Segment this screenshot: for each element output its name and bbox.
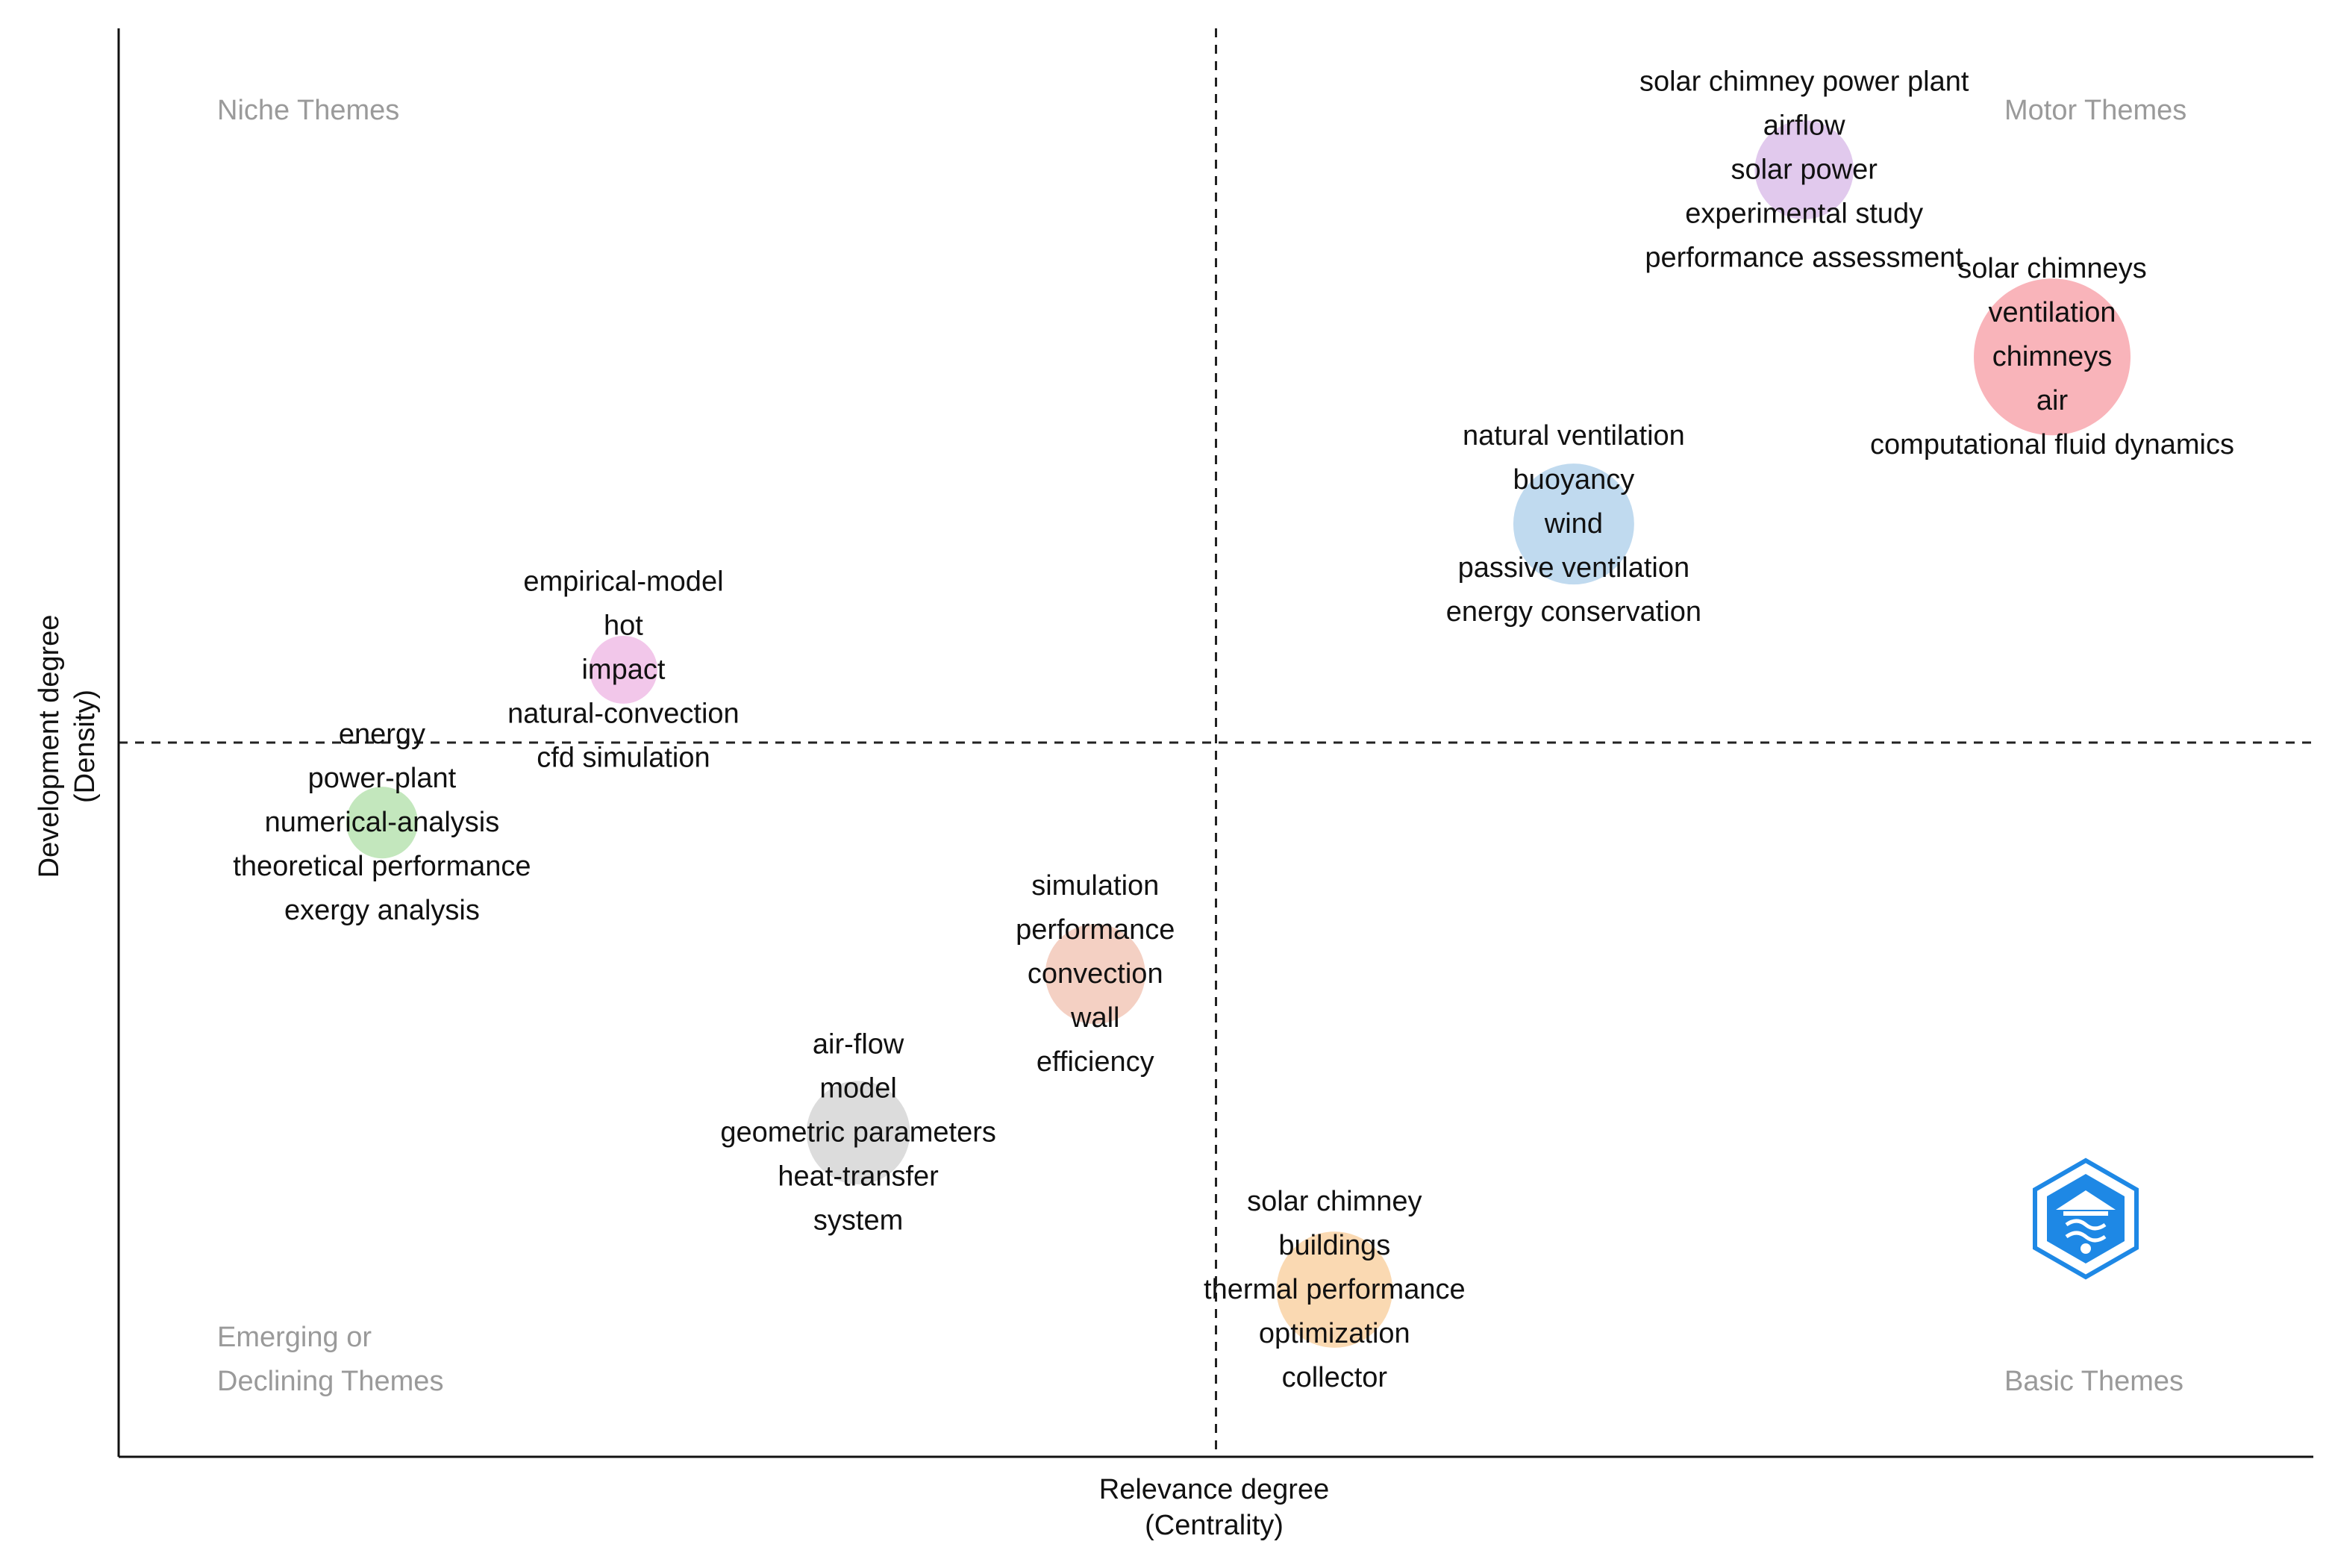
cluster-keyword-label: convection	[1028, 958, 1163, 990]
cluster-bubble-7	[1276, 1231, 1393, 1348]
publisher-logo-icon	[2033, 1158, 2139, 1280]
y-axis-subtitle: (Density)	[69, 690, 101, 803]
cluster-keyword-label: exergy analysis	[284, 895, 480, 926]
axes	[117, 28, 2313, 1458]
quadrant-label-emerging-line1: Emerging or	[217, 1322, 372, 1353]
cluster-keyword-label: solar chimney	[1247, 1186, 1422, 1217]
cluster-keyword-label: air-flow	[813, 1029, 904, 1061]
cluster-keyword-label: performance	[1016, 914, 1175, 946]
cluster-keyword-label: cfd simulation	[537, 742, 710, 773]
cluster-keyword-label: solar power	[1731, 154, 1878, 185]
cluster-bubble-5	[1045, 924, 1145, 1025]
cluster-keyword-label: performance assessment	[1645, 242, 1963, 273]
cluster-bubble-3	[589, 635, 657, 704]
cluster-bubble-2	[1513, 463, 1634, 585]
cluster-bubble-6	[806, 1081, 910, 1184]
cluster-keyword-label: numerical-analysis	[265, 807, 500, 838]
cluster-keyword-label: energy	[339, 719, 425, 750]
quadrant-label-motor: Motor Themes	[2004, 95, 2186, 126]
cluster-keyword-label: heat-transfer	[778, 1161, 939, 1193]
cluster-keyword-label: wind	[1544, 508, 1603, 540]
cluster-keyword-labels: solar chimney power plant airflow solar po…	[233, 66, 2234, 1393]
quadrant-label-emerging-line2: Declining Themes	[217, 1366, 443, 1397]
cluster-keyword-label: simulation	[1031, 870, 1159, 902]
cluster-keyword-label: energy conservation	[1446, 596, 1701, 628]
x-axis-title: Relevance degree	[1099, 1474, 1329, 1505]
quadrant-label-niche: Niche Themes	[217, 95, 399, 126]
cluster-keyword-label: airflow	[1763, 110, 1845, 141]
quadrant-label-basic: Basic Themes	[2004, 1366, 2183, 1397]
cluster-keyword-label: collector	[1282, 1362, 1388, 1393]
y-axis-title: Development degree	[34, 615, 65, 878]
cluster-keyword-label: solar chimney power plant	[1639, 66, 1969, 97]
cluster-keyword-label: buildings	[1278, 1230, 1390, 1261]
cluster-keyword-label: model	[819, 1073, 897, 1105]
cluster-keyword-label: theoretical performance	[233, 851, 531, 882]
cluster-keyword-label: thermal performance	[1204, 1274, 1466, 1305]
cluster-keyword-label: natural ventilation	[1463, 420, 1685, 452]
cluster-keyword-label: buoyancy	[1513, 464, 1635, 496]
cluster-keyword-label: natural-convection	[507, 698, 740, 729]
cluster-keyword-label: optimization	[1259, 1318, 1410, 1349]
cluster-keyword-label: power-plant	[308, 763, 457, 794]
cluster-keyword-label: geometric parameters	[720, 1117, 996, 1149]
x-axis-subtitle: (Centrality)	[1145, 1510, 1284, 1541]
cluster-keyword-label: passive ventilation	[1458, 552, 1690, 584]
cluster-keyword-label: computational fluid dynamics	[1870, 429, 2234, 460]
cluster-keyword-label: hot	[604, 610, 643, 641]
cluster-bubble-0	[1754, 120, 1854, 219]
cluster-bubble-4	[346, 787, 418, 859]
cluster-keyword-label: experimental study	[1685, 198, 1923, 229]
cluster-keyword-label: efficiency	[1037, 1046, 1154, 1078]
cluster-keyword-label: empirical-model	[523, 566, 723, 597]
cluster-keyword-label: system	[813, 1205, 903, 1237]
cluster-keyword-label: solar chimneys	[1957, 253, 2146, 284]
quadrant-dividers	[119, 28, 2313, 1457]
cluster-keyword-label: chimneys	[1992, 341, 2113, 372]
cluster-bubble-1	[1974, 278, 2131, 436]
cluster-keyword-label: impact	[581, 654, 665, 685]
cluster-keyword-label: air	[2036, 385, 2069, 416]
cluster-keyword-label: ventilation	[1988, 297, 2116, 328]
cluster-keyword-label: wall	[1070, 1002, 1119, 1034]
cluster-bubbles	[346, 120, 2131, 1348]
